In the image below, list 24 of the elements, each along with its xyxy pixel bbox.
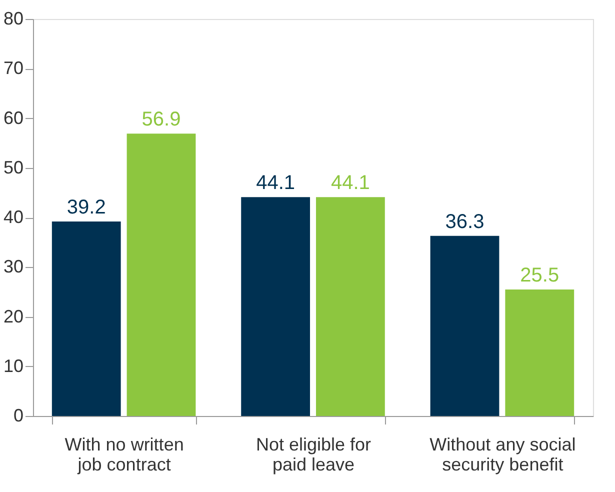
y-tick-label: 0 (13, 406, 24, 426)
data-label: 56.9 (142, 108, 181, 131)
data-label: 39.2 (66, 196, 106, 218)
y-tick-label: 80 (3, 8, 24, 28)
y-tick-label: 50 (3, 157, 24, 178)
bar (505, 289, 574, 416)
bar (241, 197, 310, 416)
data-label: 25.5 (520, 264, 560, 286)
y-tick-label: 20 (3, 306, 24, 326)
y-tick-label: 60 (3, 108, 24, 128)
y-tick-label: 40 (3, 207, 24, 227)
bar (316, 197, 385, 416)
x-tick-label: Not eligible for paid leave (256, 434, 372, 474)
y-tick-label: 10 (3, 356, 24, 376)
bar (52, 221, 121, 416)
x-tick-label: Without any social security benefit (430, 434, 576, 474)
data-label: 44.1 (256, 172, 296, 194)
bar (126, 134, 196, 416)
x-tick-label: With no written job contract (64, 434, 184, 474)
y-tick-label: 70 (3, 58, 24, 78)
data-label: 44.1 (330, 172, 370, 194)
data-label: 36.3 (445, 210, 484, 233)
bar (430, 236, 500, 416)
y-tick-label: 30 (3, 256, 24, 277)
